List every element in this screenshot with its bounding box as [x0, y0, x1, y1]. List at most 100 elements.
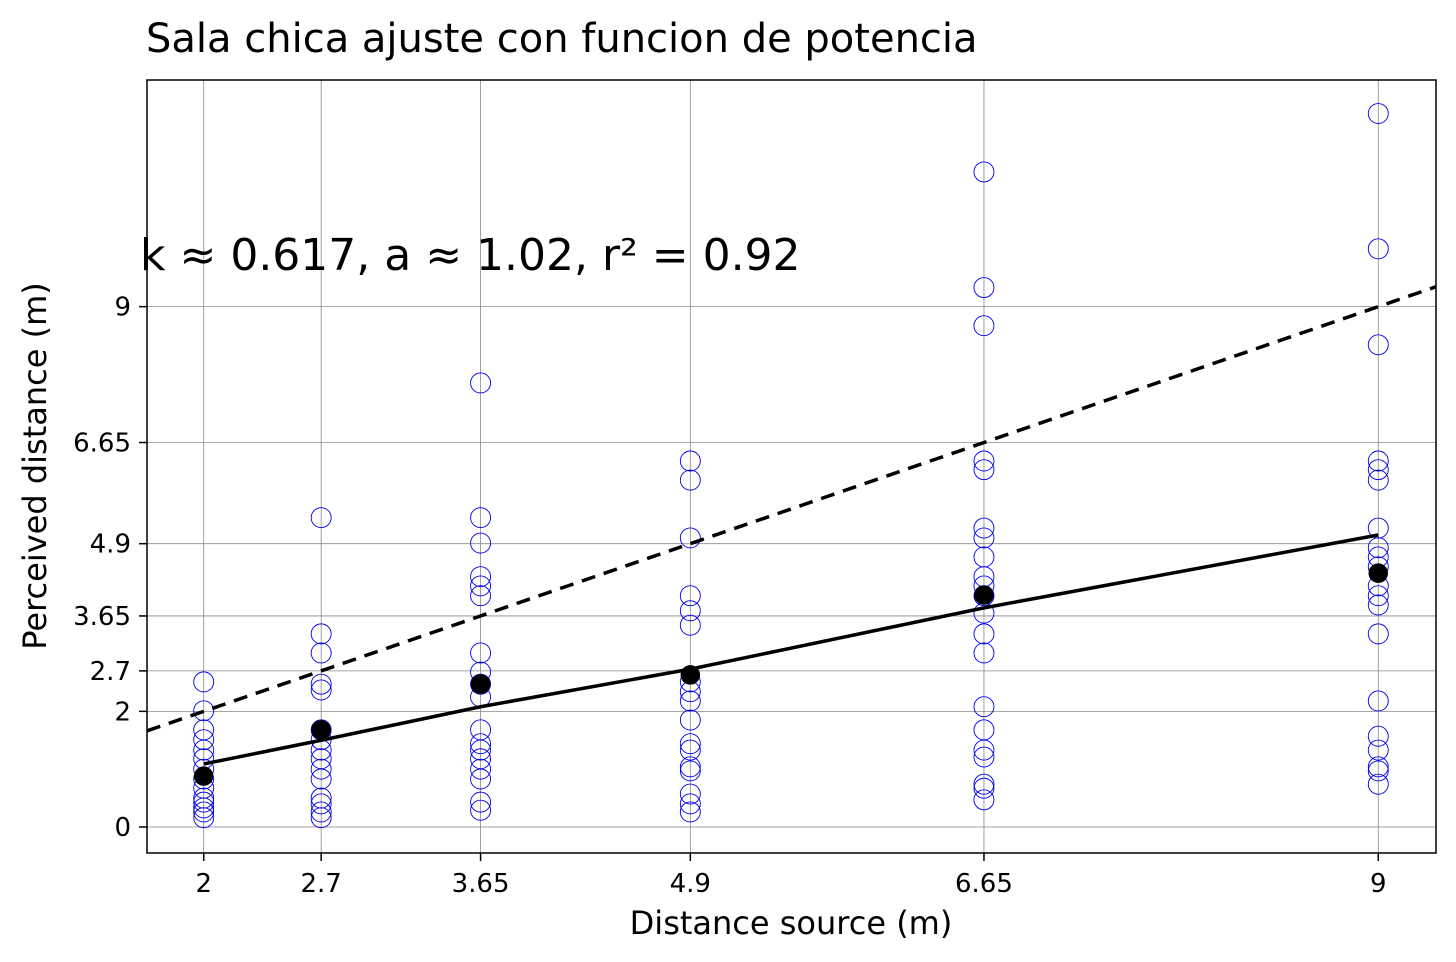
data-point — [470, 585, 492, 607]
data-point — [679, 793, 701, 815]
data-point — [679, 739, 701, 761]
data-point — [973, 642, 995, 664]
data-point — [193, 671, 215, 693]
plot-frame — [146, 79, 1437, 854]
data-point — [193, 700, 215, 722]
data-point — [310, 673, 332, 695]
data-point — [679, 756, 701, 778]
data-point — [470, 642, 492, 664]
mean-point — [193, 766, 214, 786]
data-point — [679, 614, 701, 636]
data-point — [193, 791, 215, 813]
data-point — [679, 783, 701, 805]
data-point — [679, 469, 701, 491]
data-point — [193, 797, 215, 819]
plot-area — [147, 103, 1436, 829]
data-point — [973, 623, 995, 645]
data-point — [1367, 725, 1389, 747]
data-point — [1367, 238, 1389, 260]
data-point — [973, 527, 995, 549]
data-point — [679, 801, 701, 823]
data-point — [470, 575, 492, 597]
data-point — [1367, 103, 1389, 124]
y-tick-label: 9 — [114, 293, 131, 323]
data-point — [193, 807, 215, 829]
data-point — [1367, 585, 1389, 607]
data-point — [973, 789, 995, 811]
data-point — [470, 532, 492, 554]
data-point — [973, 315, 995, 337]
data-point — [310, 679, 332, 701]
data-point — [973, 773, 995, 795]
chart-title: Sala chica ajuste con funcion de potenci… — [146, 16, 978, 62]
data-point — [679, 709, 701, 731]
data-point — [470, 768, 492, 790]
data-point — [973, 459, 995, 481]
data-point — [1367, 773, 1389, 795]
data-point — [973, 161, 995, 183]
reference-line — [147, 285, 1436, 733]
data-point — [310, 507, 332, 529]
data-point — [310, 807, 332, 829]
data-point — [470, 507, 492, 529]
y-tick-label: 4.9 — [90, 530, 131, 560]
data-point — [679, 733, 701, 755]
mean-point — [974, 585, 994, 605]
data-point — [310, 623, 332, 645]
y-axis-label: Perceived distance (m) — [16, 282, 54, 649]
data-point — [1367, 690, 1389, 712]
data-point — [470, 739, 492, 761]
data-point — [679, 450, 701, 472]
data-point — [1367, 594, 1389, 616]
data-point — [973, 777, 995, 799]
data-point — [973, 746, 995, 768]
x-tick-label: 9 — [1370, 869, 1387, 899]
y-tick-label: 0 — [114, 813, 131, 843]
fit-line — [203, 533, 1379, 766]
data-point — [973, 696, 995, 718]
data-point — [470, 566, 492, 588]
data-point — [679, 600, 701, 622]
data-point — [1367, 459, 1389, 481]
data-point — [1367, 756, 1389, 778]
data-point — [310, 801, 332, 823]
data-point — [679, 760, 701, 782]
data-point — [470, 372, 492, 394]
mean-point — [470, 674, 491, 694]
data-point — [973, 450, 995, 472]
y-tick-label: 6.65 — [73, 429, 131, 459]
data-point — [679, 690, 701, 712]
data-point — [1367, 537, 1389, 559]
data-point — [470, 799, 492, 821]
mean-point — [1368, 563, 1389, 583]
mean-point — [311, 720, 331, 740]
y-tick-label: 2.7 — [90, 657, 131, 687]
grid — [147, 80, 1436, 853]
y-tick-label: 2 — [114, 697, 131, 727]
data-point — [679, 585, 701, 607]
data-point — [470, 673, 492, 695]
data-point — [310, 758, 332, 780]
data-point — [193, 801, 215, 823]
x-tick-label: 3.65 — [452, 869, 510, 899]
data-point — [1367, 623, 1389, 645]
y-tick-label: 3.65 — [73, 602, 131, 632]
data-point — [1367, 760, 1389, 782]
x-axis-label: Distance source (m) — [630, 904, 953, 942]
x-tick-label: 4.9 — [670, 869, 711, 899]
data-point — [193, 729, 215, 751]
data-point — [193, 739, 215, 761]
data-point — [310, 793, 332, 815]
data-point — [470, 758, 492, 780]
ticks: 2 2.7 3.65 4.9 6.65 9 0 2 2.7 3.65 4.9 6.65 9 — [73, 293, 1386, 899]
data-point — [973, 739, 995, 761]
data-point — [470, 733, 492, 755]
x-tick-label: 6.65 — [955, 869, 1013, 899]
data-point — [973, 277, 995, 299]
data-point — [310, 642, 332, 664]
annotation: k ≈ 0.617, a ≈ 1.02, r² = 0.92 — [140, 230, 801, 281]
x-tick-label: 2.7 — [300, 869, 341, 899]
data-point — [1367, 469, 1389, 491]
data-point — [310, 768, 332, 790]
